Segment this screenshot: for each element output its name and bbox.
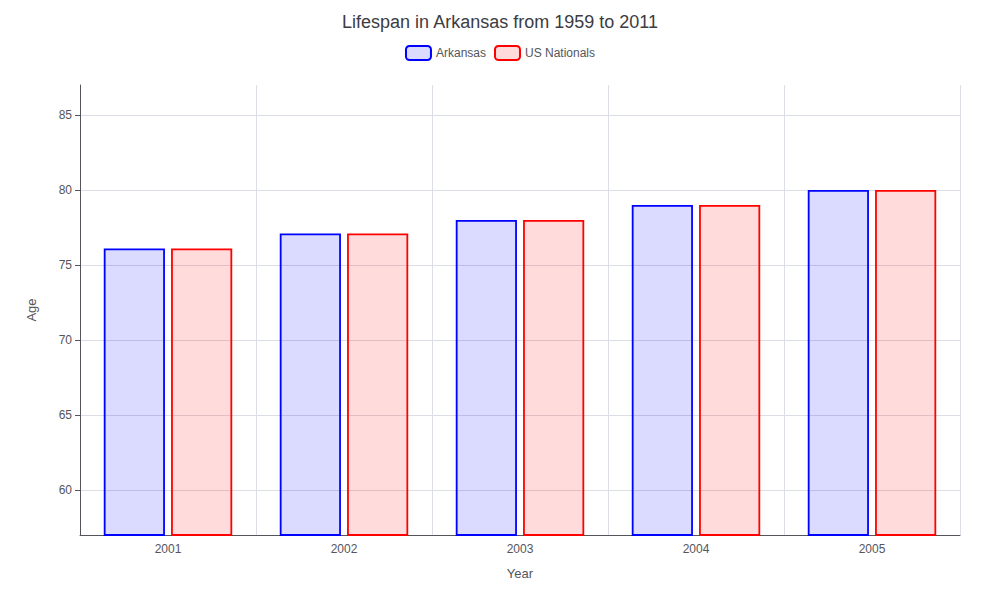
svg-text:2003: 2003 bbox=[507, 542, 534, 556]
svg-text:Arkansas: Arkansas bbox=[436, 46, 486, 60]
svg-text:US Nationals: US Nationals bbox=[525, 46, 595, 60]
svg-text:2001: 2001 bbox=[155, 542, 182, 556]
svg-text:85: 85 bbox=[59, 108, 73, 122]
svg-text:2002: 2002 bbox=[331, 542, 358, 556]
svg-text:Age: Age bbox=[24, 298, 39, 321]
svg-text:2005: 2005 bbox=[859, 542, 886, 556]
svg-text:75: 75 bbox=[59, 258, 73, 272]
svg-text:60: 60 bbox=[59, 483, 73, 497]
svg-text:Year: Year bbox=[507, 566, 534, 581]
svg-text:70: 70 bbox=[59, 333, 73, 347]
svg-text:65: 65 bbox=[59, 408, 73, 422]
svg-text:Lifespan in Arkansas from 1959: Lifespan in Arkansas from 1959 to 2011 bbox=[342, 12, 658, 32]
svg-text:2004: 2004 bbox=[683, 542, 710, 556]
svg-text:80: 80 bbox=[59, 183, 73, 197]
